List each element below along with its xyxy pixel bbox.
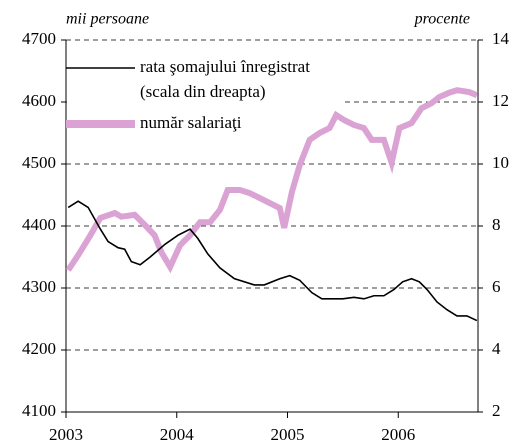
y2-tick-label: 10 [492, 153, 509, 172]
y2-tick-label: 14 [492, 29, 510, 48]
y-tick-label: 4200 [22, 339, 56, 358]
y2-axis-label: procente [414, 11, 470, 28]
y2-tick-label: 8 [492, 215, 501, 234]
data-line [65, 87, 479, 274]
data-line [67, 200, 478, 322]
y2-tick-label: 12 [492, 91, 509, 110]
y-tick-label: 4700 [22, 29, 56, 48]
y-tick-label: 4400 [22, 215, 56, 234]
y2-tick-label: 2 [492, 401, 501, 420]
x-tick-label: 2006 [381, 425, 415, 444]
x-tick-label: 2003 [49, 425, 83, 444]
y2-tick-label: 4 [492, 339, 501, 358]
y2-tick-label: 6 [492, 277, 501, 296]
legend-label: număr salariaţi [140, 113, 242, 132]
y-tick-label: 4600 [22, 91, 56, 110]
y-tick-label: 4100 [22, 401, 56, 420]
y-tick-label: 4300 [22, 277, 56, 296]
y-axis-label: mii persoane [66, 11, 149, 28]
x-tick-label: 2005 [271, 425, 305, 444]
legend-label: rata şomajului înregistrat [140, 57, 310, 76]
x-tick-label: 2004 [160, 425, 195, 444]
legend-note: (scala din dreapta) [140, 82, 266, 101]
y-tick-label: 4500 [22, 153, 56, 172]
